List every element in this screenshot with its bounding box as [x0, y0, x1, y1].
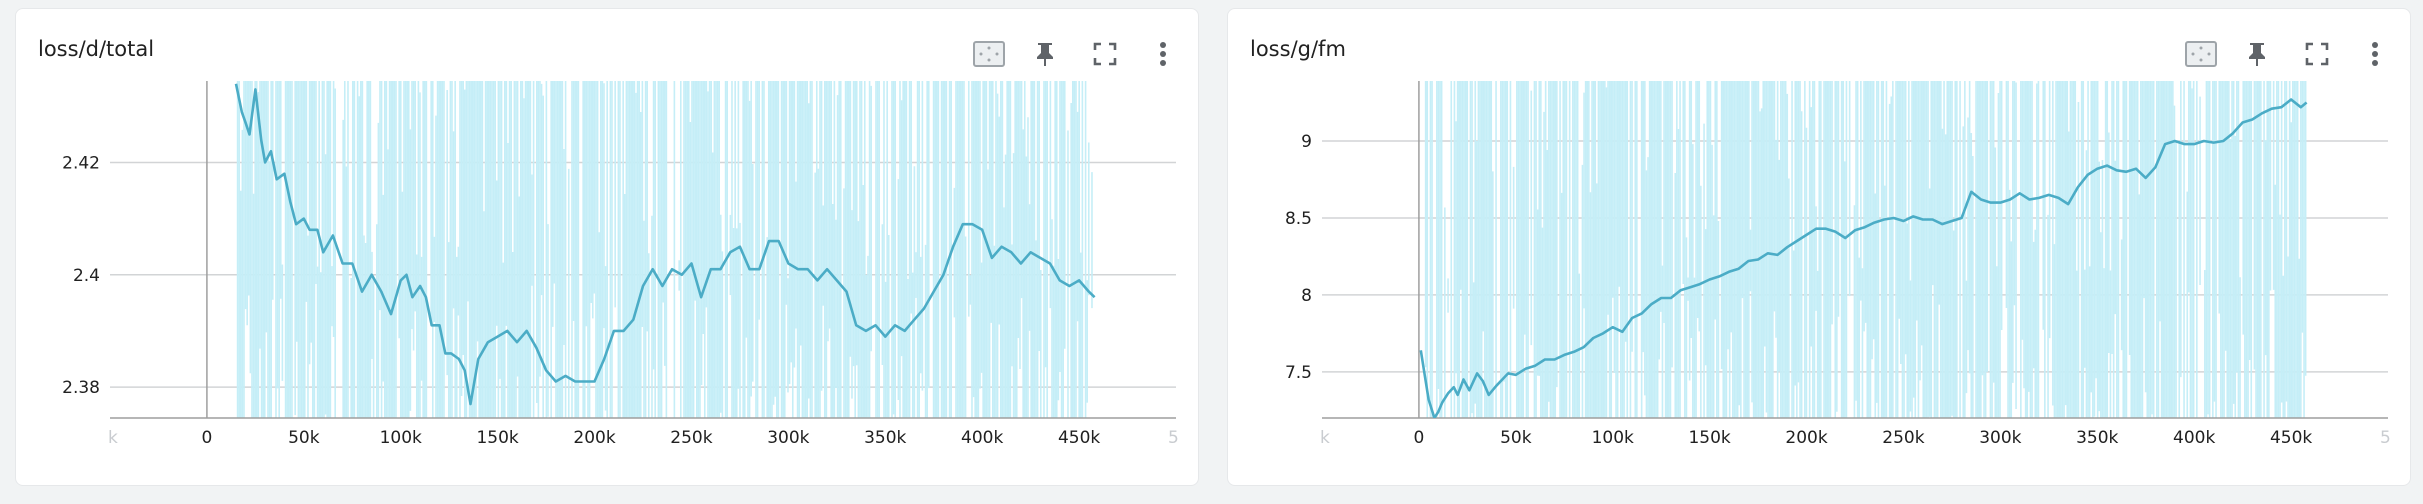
more-vert-icon[interactable] [2358, 37, 2392, 71]
series-line-smoothed [1419, 98, 2308, 418]
x-tick-label: 0 [1413, 428, 1424, 448]
y-tick-label: 7.5 [1285, 363, 1312, 383]
pin-icon[interactable] [1028, 37, 1062, 71]
chart-plot: 7.5 8 8.5 9 0 50k 100k 150k 200k 250k 300k 350k 400k… [1285, 81, 2391, 448]
focus-icon[interactable] [2184, 37, 2218, 71]
x-tick-label: 300k [1979, 428, 2021, 448]
x-tick-label: 50k [288, 428, 320, 448]
chart-plot: 2.38 2.4 2.42 0 50k 100k 150k 200k 250k 300k 350k 4… [62, 81, 1179, 448]
x-edge-label: k [1320, 428, 1330, 448]
x-tick-label: 450k [2270, 428, 2312, 448]
x-tick-label: 100k [1592, 428, 1634, 448]
x-tick-label: 200k [1785, 428, 1827, 448]
y-tick-label: 2.42 [62, 153, 100, 173]
x-edge-label: 5 [1168, 428, 1179, 448]
x-tick-label: 250k [1882, 428, 1924, 448]
y-tick-label: 9 [1301, 132, 1312, 152]
chart-card-g-fm: loss/g/fm 7.5 8 8.5 9 0 50k 100k 150k 200k 250k 30… [1227, 8, 2411, 486]
x-tick-label: 400k [2173, 428, 2215, 448]
x-tick-label: 350k [864, 428, 906, 448]
x-tick-label: 100k [380, 428, 422, 448]
x-tick-label: 150k [1688, 428, 1730, 448]
y-tick-label: 8 [1301, 286, 1312, 306]
y-tick-label: 2.38 [62, 378, 100, 398]
x-tick-label: 200k [573, 428, 615, 448]
x-tick-label: 150k [476, 428, 518, 448]
x-tick-label: 350k [2076, 428, 2118, 448]
y-tick-label: 8.5 [1285, 209, 1312, 229]
x-tick-label: 50k [1500, 428, 1532, 448]
x-tick-label: 300k [767, 428, 809, 448]
chart-card-d-total: loss/d/total 2.38 2.4 2.42 0 50k 100k 150k 200k… [15, 8, 1199, 486]
x-tick-label: 450k [1058, 428, 1100, 448]
more-vert-icon[interactable] [1146, 37, 1180, 71]
x-edge-label: k [108, 428, 118, 448]
pin-icon[interactable] [2240, 37, 2274, 71]
chart-title: loss/d/total [38, 37, 155, 61]
fullscreen-icon[interactable] [2300, 37, 2334, 71]
x-tick-label: 400k [961, 428, 1003, 448]
chart-title: loss/g/fm [1250, 37, 1346, 61]
x-tick-label: 0 [201, 428, 212, 448]
raw-data-band [236, 81, 1093, 418]
x-tick-label: 250k [670, 428, 712, 448]
series-line-smoothed [234, 83, 1096, 406]
focus-icon[interactable] [972, 37, 1006, 71]
y-tick-label: 2.4 [73, 266, 100, 286]
fullscreen-icon[interactable] [1088, 37, 1122, 71]
x-edge-label: 5 [2380, 428, 2391, 448]
raw-data-band [1424, 81, 2307, 418]
